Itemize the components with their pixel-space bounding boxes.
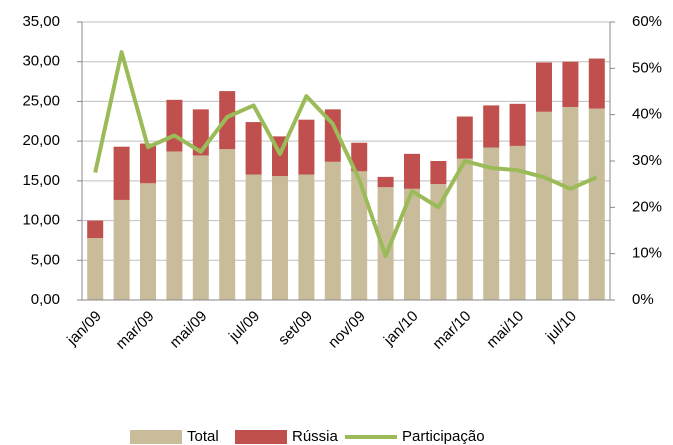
bar — [430, 184, 447, 300]
bar — [140, 183, 156, 300]
legend-swatch — [235, 430, 287, 444]
bar — [298, 174, 315, 300]
x-tick-label: jan/09 — [63, 308, 105, 350]
bar — [245, 174, 262, 300]
bar — [483, 105, 500, 148]
bar — [430, 161, 447, 185]
legend-swatch — [130, 430, 182, 444]
bar — [456, 116, 473, 159]
x-tick-label: mai/09 — [167, 308, 211, 352]
bar — [588, 108, 605, 300]
bar — [404, 188, 420, 300]
bar — [324, 161, 341, 300]
y-tick-label: 10,00 — [22, 212, 60, 229]
bar — [351, 171, 368, 300]
x-tick-label: jul/10 — [542, 308, 580, 346]
bar — [483, 147, 500, 300]
x-tick-label: jan/10 — [380, 308, 422, 350]
bar — [113, 199, 130, 300]
bar — [298, 119, 315, 175]
y-tick-label: 15,00 — [22, 172, 60, 189]
bar — [351, 142, 368, 172]
bar — [377, 187, 394, 300]
y-tick-label: 20,00 — [22, 132, 60, 149]
legend-label: Participação — [402, 428, 485, 445]
y2-tick-label: 30% — [632, 152, 662, 169]
x-tick-label: jul/09 — [225, 308, 263, 346]
bar — [509, 103, 526, 146]
y2-tick-label: 10% — [632, 245, 662, 262]
y2-tick-label: 60% — [632, 13, 662, 30]
y-tick-label: 30,00 — [22, 53, 60, 70]
bar — [87, 220, 104, 239]
bar — [272, 176, 288, 300]
y-tick-label: 35,00 — [22, 13, 60, 30]
legend-label: Rússia — [292, 428, 339, 445]
bar — [536, 111, 552, 300]
y2-tick-label: 40% — [632, 106, 662, 123]
bar — [166, 99, 183, 152]
bar — [377, 176, 394, 188]
y-tick-label: 0,00 — [31, 291, 60, 308]
bar — [87, 238, 104, 300]
bar — [562, 61, 579, 107]
y2-tick-label: 0% — [632, 291, 654, 308]
x-tick-label: mar/10 — [429, 308, 474, 353]
y-tick-label: 5,00 — [31, 251, 60, 268]
line — [93, 50, 598, 258]
bar — [509, 145, 526, 300]
bar — [588, 58, 605, 109]
x-tick-label: nov/09 — [325, 308, 369, 352]
x-tick-label: mai/10 — [483, 308, 527, 352]
bar — [562, 106, 579, 300]
legend-label: Total — [187, 428, 219, 445]
x-tick-label: set/09 — [275, 308, 316, 349]
bar — [113, 146, 130, 200]
bar — [192, 155, 209, 300]
y-tick-label: 25,00 — [22, 92, 60, 109]
bar — [456, 158, 473, 300]
bar — [140, 143, 156, 184]
y2-tick-label: 50% — [632, 59, 662, 76]
y2-tick-label: 20% — [632, 198, 662, 215]
bar — [404, 153, 420, 189]
bar — [245, 122, 262, 175]
bar — [166, 151, 183, 300]
x-tick-label: mar/09 — [113, 308, 158, 353]
bar — [536, 62, 552, 112]
bar — [219, 149, 236, 300]
